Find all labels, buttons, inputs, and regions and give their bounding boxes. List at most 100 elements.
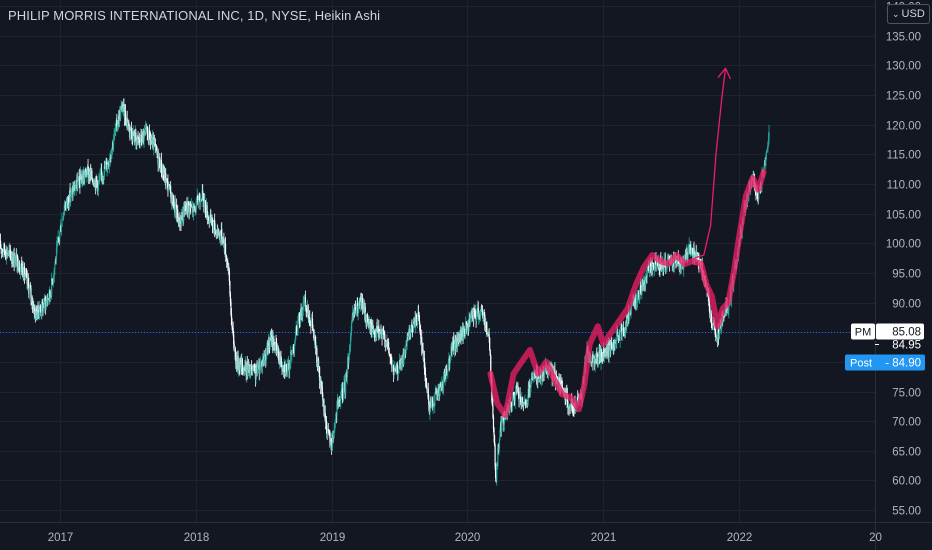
candle-body [709,305,711,314]
candle-body [241,358,243,372]
candle-body [304,297,307,312]
candle-body [349,336,352,346]
candle-body [341,388,343,398]
x-tick-label: 20 [869,532,882,544]
candle-body [532,376,534,380]
candle-body [185,209,187,211]
candle-body [561,384,563,388]
candle-body [635,297,637,305]
pm-badge [851,323,875,340]
candle-body [516,385,518,390]
candle-body [477,307,479,318]
candle-body [240,360,242,362]
candle-body [54,264,56,268]
candle-body [103,165,105,177]
candle-body [540,378,542,380]
candle-body [196,197,198,202]
candle-body [303,300,305,302]
candle-body [526,403,528,405]
candle-body [211,225,214,227]
candle-body [314,337,316,344]
candle-body [64,206,66,211]
candle-body [162,170,164,173]
candle-body [364,306,366,320]
candle-body [121,104,123,111]
candle-body [403,356,405,365]
candle-body [527,400,529,404]
y-tick-label: 130.00 [886,61,921,73]
candle-body [361,297,364,311]
candle-body [718,324,721,334]
candle-body [147,133,149,140]
candle-body [467,324,469,327]
candle-body [621,331,623,334]
candle-body [601,351,603,357]
candle-body [624,330,626,332]
candle-body [610,343,612,351]
candle-body [251,366,253,370]
candle-body [285,364,287,375]
candle-body [426,382,428,389]
candle-body [221,229,223,242]
candle-body [201,190,203,200]
candle-body [151,141,153,143]
candle-body [327,429,329,439]
candle-body [293,344,296,350]
candle-body [84,174,86,179]
candle-body [324,416,327,424]
candle-body [715,335,717,339]
candle-body [35,308,38,319]
candle-body [335,414,337,420]
candle-body [400,358,402,366]
candle-body [727,311,729,312]
candle-body [81,179,83,184]
candle-body [214,220,216,230]
candle-body [429,411,431,413]
candle-body [597,356,599,366]
candle-body [197,195,199,204]
candle-body [59,231,61,239]
candle-body [376,325,378,338]
candle-body [488,333,490,338]
candle-body [676,260,678,264]
candle-body [462,330,465,337]
candle-body [640,285,642,293]
candle-body [98,179,100,182]
candle-body [714,329,716,335]
candle-body [492,416,495,429]
candle-body [212,222,215,227]
candle-body [594,358,596,367]
candle-body [297,315,299,322]
candle-body [465,322,467,324]
candle-body [660,269,663,271]
candle-body [116,120,118,128]
candle-body [464,334,466,336]
candle-body [694,255,696,259]
candle-body [284,364,286,373]
drawing-layer[interactable] [487,67,767,419]
candle-body [148,130,150,142]
currency-button[interactable]: ⌄ USD [887,4,930,24]
candle-body [92,180,94,185]
candle-body [652,265,654,267]
candle-body [172,195,174,209]
candle-body [8,250,10,255]
candle-body [592,362,595,364]
candle-body [107,162,109,165]
candle-body [198,197,201,200]
candle-body [231,324,233,328]
candle-body [54,258,57,265]
candle-body [14,263,16,265]
candle-body [141,133,143,144]
candle-body [291,350,293,352]
candle-body [155,145,158,151]
candle-body [75,186,77,189]
y-tick-label: 100.00 [886,239,921,251]
candle-body [229,293,232,303]
candle-body [199,199,202,203]
candle-body [723,315,725,317]
candle-body [70,190,72,197]
candle-body [592,354,594,364]
candle-body [348,349,351,354]
